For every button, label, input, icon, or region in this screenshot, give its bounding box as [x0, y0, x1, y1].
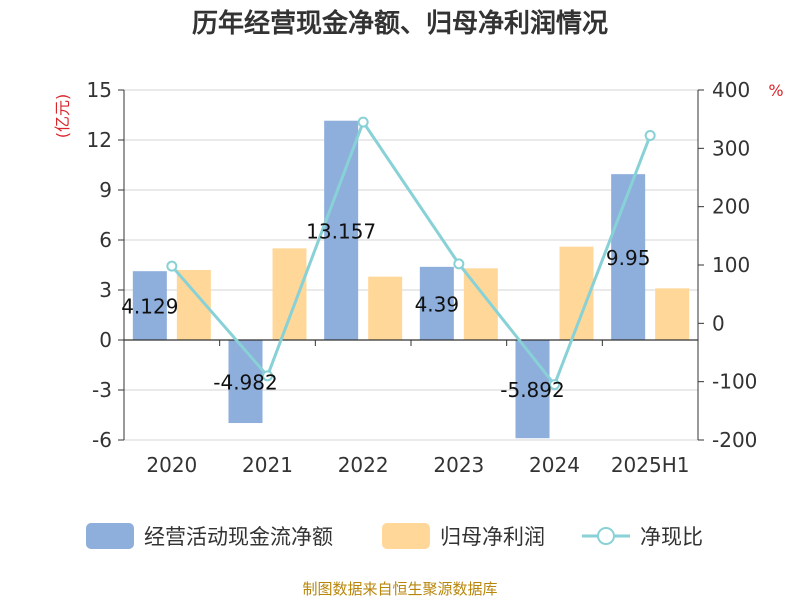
left-tick-label: -6 — [92, 428, 112, 452]
ratio-point — [644, 130, 656, 141]
left-tick-label: -3 — [92, 378, 112, 402]
cashflow-data-label: -4.982 — [213, 371, 277, 395]
right-tick-label: 0 — [712, 311, 725, 335]
cashflow-bar — [228, 340, 263, 424]
legend-swatch-net-profit — [382, 523, 430, 549]
legend-swatch-ratio-marker — [597, 527, 615, 545]
cashflow-data-label: 4.39 — [415, 292, 460, 316]
cashflow-bar — [611, 174, 646, 340]
legend-label: 经营活动现金流净额 — [144, 525, 333, 549]
right-tick-label: 100 — [712, 253, 750, 277]
net-profit-bar — [368, 276, 403, 340]
cashflow-data-label: 4.129 — [121, 295, 178, 319]
legend-label: 净现比 — [640, 525, 703, 549]
legend-swatch-cashflow — [86, 523, 134, 549]
legend-label: 归母净利润 — [440, 525, 545, 549]
left-tick-label: 15 — [87, 78, 112, 102]
x-tick-label: 2021 — [242, 453, 293, 477]
legend: 经营活动现金流净额 归母净利润 净现比 — [86, 523, 703, 549]
x-tick-label: 2024 — [529, 453, 580, 477]
ratio-point — [453, 258, 465, 270]
x-tick-label: 2025H1 — [611, 453, 690, 477]
bars — [132, 120, 690, 439]
left-axis-unit: (亿元) — [53, 94, 72, 139]
cashflow-bar — [324, 120, 359, 340]
left-tick-label: 3 — [99, 278, 112, 302]
cashflow-data-label: 9.95 — [606, 246, 651, 270]
right-tick-label: 200 — [712, 195, 750, 219]
left-tick-label: 6 — [99, 228, 112, 252]
cashflow-data-label: -5.892 — [500, 378, 564, 402]
source-note: 制图数据来自恒生聚源数据库 — [302, 580, 497, 598]
data-labels: 4.129 -4.982 13.157 4.39 -5.892 9.95 — [121, 219, 650, 402]
left-tick-label: 0 — [99, 328, 112, 352]
cashflow-bar — [419, 266, 454, 340]
ratio-series-line — [170, 118, 652, 388]
ratio-point — [357, 116, 369, 128]
cashflow-bar — [132, 271, 167, 340]
right-axis-unit: % — [768, 81, 783, 100]
axes: 15 12 9 6 3 0 -3 -6 400 300 200 100 0 -100 -200 2020 202… — [87, 78, 758, 477]
ratio-point — [262, 370, 273, 382]
net-profit-bar — [463, 268, 498, 340]
right-tick-label: 400 — [712, 78, 750, 102]
left-tick-label: 9 — [99, 178, 112, 202]
ratio-point — [549, 379, 560, 391]
net-profit-bar — [272, 248, 307, 340]
right-tick-label: -100 — [712, 370, 757, 394]
x-tick-label: 2022 — [338, 453, 389, 477]
left-tick-label: 12 — [87, 128, 112, 152]
ratio-line — [166, 116, 656, 391]
ratio-point — [166, 260, 178, 272]
cashflow-data-label: 13.157 — [306, 219, 376, 243]
right-tick-label: -200 — [712, 428, 757, 452]
net-profit-bar — [655, 288, 690, 340]
right-tick-label: 300 — [712, 136, 750, 160]
x-tick-label: 2020 — [146, 453, 197, 477]
chart-title: 历年经营现金净额、归母净利润情况 — [192, 8, 608, 39]
x-tick-label: 2023 — [433, 453, 484, 477]
